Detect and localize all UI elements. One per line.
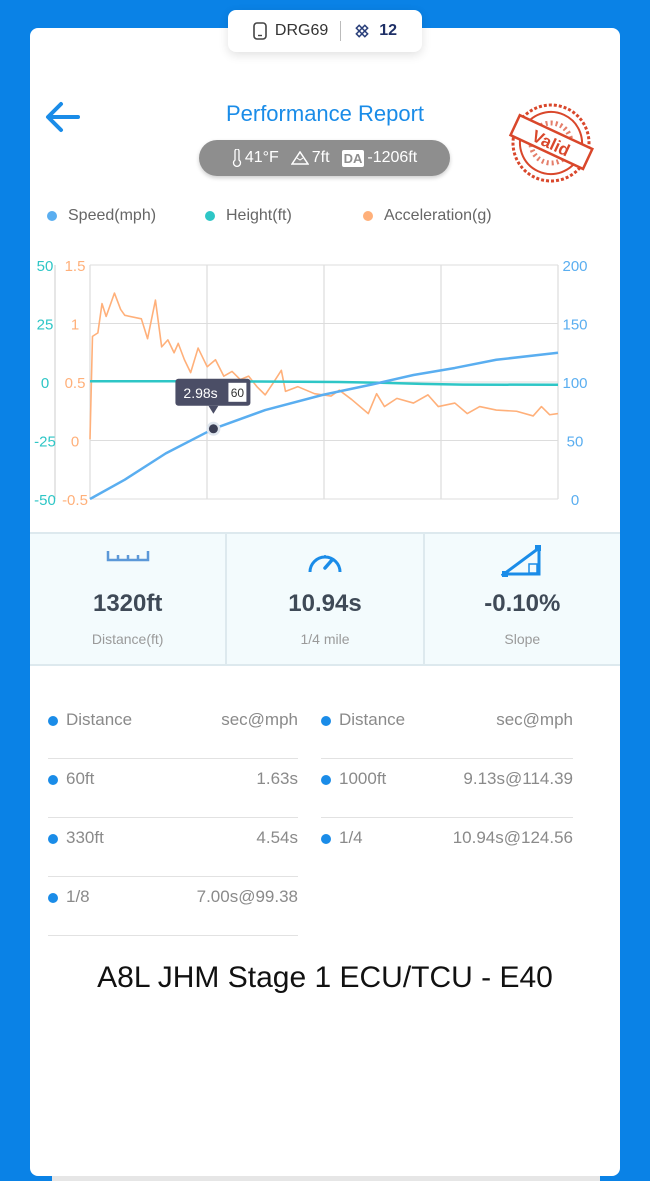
result-key: 1000ft: [339, 769, 387, 788]
result-key: 1/4: [339, 828, 363, 847]
axis-tick-label: 100: [562, 375, 587, 392]
stat-value: -0.10%: [484, 590, 561, 617]
axis-tick-label: -0.5: [62, 492, 88, 509]
bullet: [48, 893, 58, 903]
weather-pill: 41°F 7ft DA -1206ft: [199, 140, 450, 176]
altitude: 7ft: [311, 149, 330, 166]
legend-label: Height(ft): [226, 207, 292, 224]
axis-tick-label: 200: [562, 258, 587, 275]
result-row: 1000ft 9.13s@114.39: [321, 759, 573, 818]
legend-label: Speed(mph): [68, 207, 157, 224]
satellite-count: 12: [379, 22, 398, 39]
satellite-icon: [355, 24, 369, 38]
bullet: [321, 775, 331, 785]
da-badge: DA: [341, 149, 365, 167]
bullet: [48, 834, 58, 844]
axis-tick-label: 0: [571, 492, 579, 509]
result-value: 7.00s@99.38: [196, 887, 298, 906]
legend-height[interactable]: Height(ft): [205, 207, 292, 225]
stats-panel: 1320ft Distance(ft) 10.94s 1/4 mile -0.1…: [30, 532, 620, 666]
result-key: 1/8: [66, 887, 90, 906]
tooltip-pointer: [208, 405, 219, 414]
tooltip-point: [208, 424, 218, 434]
result-header: Distance sec@mph: [48, 700, 298, 759]
axis-tick-label: 1: [71, 317, 79, 334]
tooltip-value-bg: [228, 382, 247, 402]
axis-tick-label: 25: [37, 317, 54, 334]
stat-label: Distance(ft): [91, 631, 164, 647]
bottom-bar: [52, 1176, 600, 1181]
stat-value: 1320ft: [92, 590, 163, 617]
legend-label: Acceleration(g): [384, 207, 492, 224]
stat-slope: -0.10% Slope: [425, 534, 620, 664]
stat-label: 1/4 mile: [300, 631, 350, 647]
height-dot: [205, 211, 215, 221]
axis-tick-label: 0.5: [65, 375, 86, 392]
axis-tick-label: -50: [34, 492, 56, 509]
result-key: Distance: [339, 710, 406, 729]
bullet: [321, 716, 331, 726]
axis-tick-label: 1.5: [65, 258, 86, 275]
speedometer-icon: [308, 555, 342, 573]
axis-tick-label: 150: [562, 317, 587, 334]
series-line-acceleration: [89, 292, 559, 440]
legend-speed[interactable]: Speed(mph): [47, 207, 156, 225]
tooltip-time: 2.98s: [183, 385, 217, 401]
result-key: Distance: [66, 710, 133, 729]
axis-tick-label: -25: [34, 434, 56, 451]
slope-icon: [501, 545, 542, 577]
result-value: 1.63s: [256, 769, 298, 788]
result-row: 60ft 1.63s: [48, 759, 298, 818]
thermometer-icon: [232, 149, 241, 167]
series-line-speed: [89, 351, 559, 501]
speed-dot: [47, 211, 57, 221]
mountain-icon: [290, 151, 309, 165]
legend-acceleration[interactable]: Acceleration(g): [363, 207, 492, 225]
temperature: 41°F: [244, 149, 279, 166]
phone-icon: [253, 22, 267, 40]
density-altitude: -1206ft: [367, 149, 418, 166]
axis-tick-label: 0: [71, 434, 79, 451]
device-name: DRG69: [274, 22, 329, 39]
result-row: 1/8 7.00s@99.38: [48, 877, 298, 936]
axis-tick-label: 50: [37, 258, 54, 275]
stat-label: Slope: [504, 631, 541, 647]
tooltip-value: 60: [231, 386, 245, 400]
arrow-left-icon[interactable]: [44, 100, 82, 134]
axis-tick-label: 0: [41, 375, 49, 392]
stat-quarter-mile: 10.94s 1/4 mile: [227, 534, 425, 664]
result-key: 60ft: [66, 769, 95, 788]
performance-chart[interactable]: -50 -25 0 25 50 -0.5 0 0.5 1 1.5 0 50 100 150 200 2.98s…: [0, 245, 650, 515]
valid-stamp: Valid: [508, 103, 594, 183]
bullet: [48, 716, 58, 726]
result-value: 10.94s@124.56: [452, 828, 573, 847]
axis-tick-label: 50: [567, 434, 584, 451]
ruler-icon: [106, 551, 149, 562]
result-row: 330ft 4.54s: [48, 818, 298, 877]
result-value: sec@mph: [221, 710, 298, 729]
acceleration-dot: [363, 211, 373, 221]
result-row: 1/4 10.94s@124.56: [321, 818, 573, 877]
result-value: 4.54s: [256, 828, 298, 847]
bullet: [48, 775, 58, 785]
tooltip[interactable]: 2.98s 60: [175, 378, 251, 414]
device-pill[interactable]: DRG69 12: [228, 10, 422, 52]
result-value: sec@mph: [496, 710, 573, 729]
divider: [340, 21, 342, 41]
result-key: 330ft: [66, 828, 104, 847]
caption: A8L JHM Stage 1 ECU/TCU - E40: [97, 961, 553, 994]
stat-value: 10.94s: [288, 590, 362, 617]
stat-distance: 1320ft Distance(ft): [30, 534, 228, 664]
bullet: [321, 834, 331, 844]
result-value: 9.13s@114.39: [463, 769, 573, 788]
result-header: Distance sec@mph: [321, 700, 573, 759]
page-title: Performance Report: [225, 101, 425, 126]
